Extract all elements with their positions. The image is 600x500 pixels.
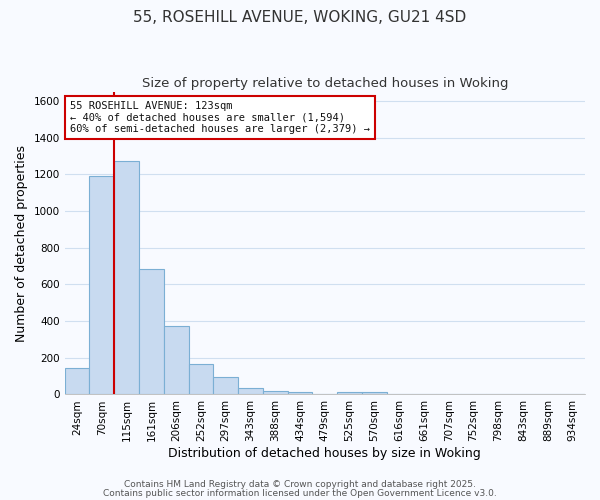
Bar (337, 392, 362, 394)
Text: 55 ROSEHILL AVENUE: 123sqm
← 40% of detached houses are smaller (1,594)
60% of s: 55 ROSEHILL AVENUE: 123sqm ← 40% of deta… (70, 101, 370, 134)
Title: Size of property relative to detached houses in Woking: Size of property relative to detached ho… (142, 78, 508, 90)
Bar (188, 364, 214, 394)
Text: Contains public sector information licensed under the Open Government Licence v3: Contains public sector information licen… (103, 488, 497, 498)
Text: 55, ROSEHILL AVENUE, WOKING, GU21 4SD: 55, ROSEHILL AVENUE, WOKING, GU21 4SD (133, 10, 467, 25)
Bar (362, 392, 387, 394)
Bar (114, 162, 139, 394)
Y-axis label: Number of detached properties: Number of detached properties (15, 144, 28, 342)
X-axis label: Distribution of detached houses by size in Woking: Distribution of detached houses by size … (169, 447, 481, 460)
Bar (65, 368, 89, 394)
Bar (89, 176, 114, 394)
Bar (263, 391, 287, 394)
Bar (238, 388, 263, 394)
Bar (214, 377, 238, 394)
Text: Contains HM Land Registry data © Crown copyright and database right 2025.: Contains HM Land Registry data © Crown c… (124, 480, 476, 489)
Bar (139, 269, 164, 394)
Bar (287, 392, 313, 394)
Bar (164, 326, 188, 394)
